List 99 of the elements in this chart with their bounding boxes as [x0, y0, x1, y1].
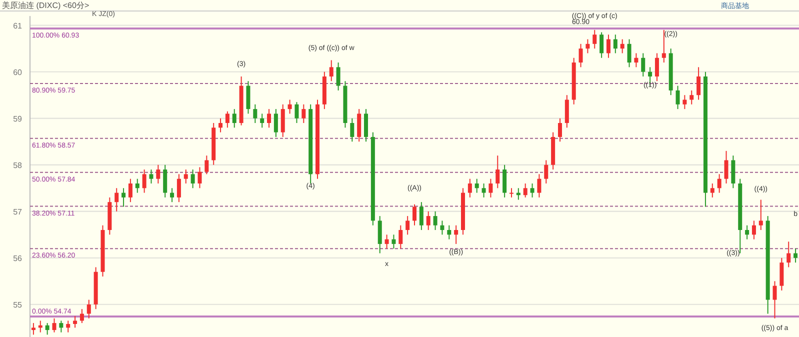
- candlestick: [662, 29, 666, 64]
- candlestick: [176, 174, 181, 203]
- candlestick: [530, 182, 534, 198]
- candlestick: [717, 174, 722, 194]
- candlestick: [267, 108, 272, 128]
- y-tick-label: 57: [13, 207, 23, 216]
- candlestick: [676, 85, 680, 110]
- candlestick: [204, 155, 209, 175]
- candlestick: [544, 160, 548, 184]
- candlestick: [86, 299, 91, 319]
- candlestick: [772, 280, 777, 319]
- candlestick: [654, 52, 659, 82]
- candlestick: [384, 234, 389, 250]
- candlestick: [578, 43, 583, 68]
- candlestick: [620, 38, 624, 54]
- candlestick: [184, 169, 188, 184]
- candlestick: [419, 202, 424, 230]
- candlestick: [482, 182, 486, 198]
- candlestick: [378, 216, 382, 254]
- candlestick: [592, 29, 597, 50]
- candlestick: [406, 216, 410, 236]
- candlestick: [73, 316, 78, 328]
- candlestick: [537, 174, 542, 198]
- candlestick: [122, 188, 126, 208]
- candlestick: [260, 113, 264, 128]
- candlestick: [198, 166, 202, 189]
- y-tick-label: 61: [13, 21, 23, 30]
- candlestick: [454, 224, 458, 244]
- candlestick: [433, 210, 438, 230]
- candlestick: [724, 150, 728, 184]
- candlestick: [253, 104, 258, 124]
- candlestick: [634, 52, 638, 68]
- candlestick: [786, 241, 791, 268]
- candlestick: [745, 224, 750, 240]
- candlestick: [627, 38, 632, 68]
- candlestick: [156, 164, 160, 184]
- candlestick: [426, 210, 430, 230]
- candlestick: [586, 38, 590, 54]
- candlestick: [558, 118, 562, 142]
- candlestick: [170, 188, 174, 203]
- candlestick: [696, 66, 701, 100]
- candlestick: [731, 155, 736, 189]
- candlestick: [246, 80, 250, 114]
- candlestick: [468, 178, 472, 198]
- candlestick: [474, 178, 479, 194]
- candlestick: [357, 108, 362, 142]
- candlestick: [114, 188, 119, 212]
- candlestick: [600, 32, 604, 58]
- candlestick: [163, 164, 168, 198]
- chart-title: 美原油连 (DIXC) <60分>: [2, 1, 90, 10]
- candlestick: [564, 94, 569, 128]
- candlestick: [149, 169, 154, 184]
- candlestick: [364, 108, 368, 142]
- candlestick: [190, 169, 195, 189]
- candlestick: [280, 104, 285, 138]
- candlestick: [52, 318, 56, 333]
- y-tick-label: 59: [13, 114, 23, 124]
- candlestick: [752, 220, 756, 240]
- y-tick-label: 55: [13, 300, 23, 310]
- candlestick: [302, 104, 306, 124]
- candlestick: [274, 108, 278, 138]
- candlestick: [613, 34, 618, 54]
- candlestick: [31, 322, 36, 336]
- candlestick: [710, 182, 714, 198]
- candlestick: [488, 178, 493, 198]
- candlestick: [135, 178, 140, 194]
- candlestick: [66, 320, 70, 333]
- candlestick: [496, 155, 500, 189]
- candlestick: [329, 60, 334, 82]
- candlestick: [225, 110, 230, 128]
- candlestick: [682, 94, 687, 110]
- candlestick: [606, 34, 610, 58]
- y-tick-label: 56: [13, 254, 23, 263]
- y-tick-label: 60: [13, 68, 23, 77]
- candlestick: [509, 188, 514, 198]
- candlestick: [641, 52, 646, 77]
- candlestick: [412, 204, 416, 226]
- candlestick: [294, 102, 299, 124]
- candlestick: [392, 234, 396, 250]
- candlestick: [80, 308, 84, 324]
- candlestick: [232, 108, 236, 128]
- candlestick: [447, 224, 452, 240]
- candlestick: [690, 90, 694, 105]
- candlestick: [502, 164, 507, 198]
- candlestick: [780, 257, 784, 291]
- candlestick: [523, 182, 528, 198]
- candlestick: [794, 248, 798, 264]
- candlestick: [45, 322, 50, 336]
- candlestick: [142, 169, 146, 194]
- candlestick: [350, 118, 354, 142]
- candlestick: [218, 118, 223, 133]
- candlestick: [288, 99, 292, 114]
- candlestick: [336, 62, 340, 91]
- candlestick: [440, 220, 444, 236]
- y-tick-label: 58: [13, 160, 23, 170]
- candlestick: [398, 224, 403, 250]
- candlestick: [128, 178, 132, 203]
- candlestick: [758, 199, 763, 230]
- candlestick: [59, 320, 64, 333]
